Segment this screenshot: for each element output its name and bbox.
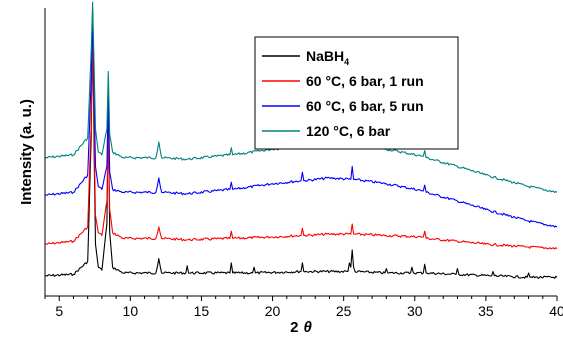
x-tick-label: 25 bbox=[336, 303, 352, 319]
series-layer bbox=[44, 1, 558, 279]
legend-items: NaBH4 60 °C, 6 bar, 1 run 60 °C, 6 bar, 5 … bbox=[262, 48, 424, 139]
x-tick-label: 15 bbox=[194, 303, 210, 319]
x-tick-label: 40 bbox=[549, 303, 563, 319]
x-axis-title-prefix: 2 bbox=[290, 319, 298, 336]
x-tick-label: 10 bbox=[123, 303, 139, 319]
legend-label-3: 60 °C, 6 bar, 5 run bbox=[306, 98, 424, 114]
legend-label-2: 60 °C, 6 bar, 1 run bbox=[306, 73, 424, 89]
x-tick-label: 30 bbox=[407, 303, 423, 319]
legend-label-1: NaBH4 bbox=[306, 48, 349, 67]
x-tick-label: 35 bbox=[478, 303, 494, 319]
plot-area: 5 10 15 20 25 30 35 40 bbox=[44, 1, 563, 319]
x-axis-title-theta: θ bbox=[303, 319, 312, 336]
series-line-2 bbox=[44, 30, 558, 250]
legend-label-4: 120 °C, 6 bar bbox=[306, 123, 391, 139]
x-tick-label: 5 bbox=[55, 303, 63, 319]
x-axis-ticks: 5 10 15 20 25 30 35 40 bbox=[44, 296, 563, 319]
legend: NaBH4 60 °C, 6 bar, 1 run 60 °C, 6 bar, 5 … bbox=[254, 36, 459, 150]
series-line-3 bbox=[44, 10, 558, 228]
y-axis-title: Intensity (a. u.) bbox=[18, 99, 35, 205]
x-tick-label: 20 bbox=[265, 303, 281, 319]
series-line-1 bbox=[45, 16, 558, 279]
